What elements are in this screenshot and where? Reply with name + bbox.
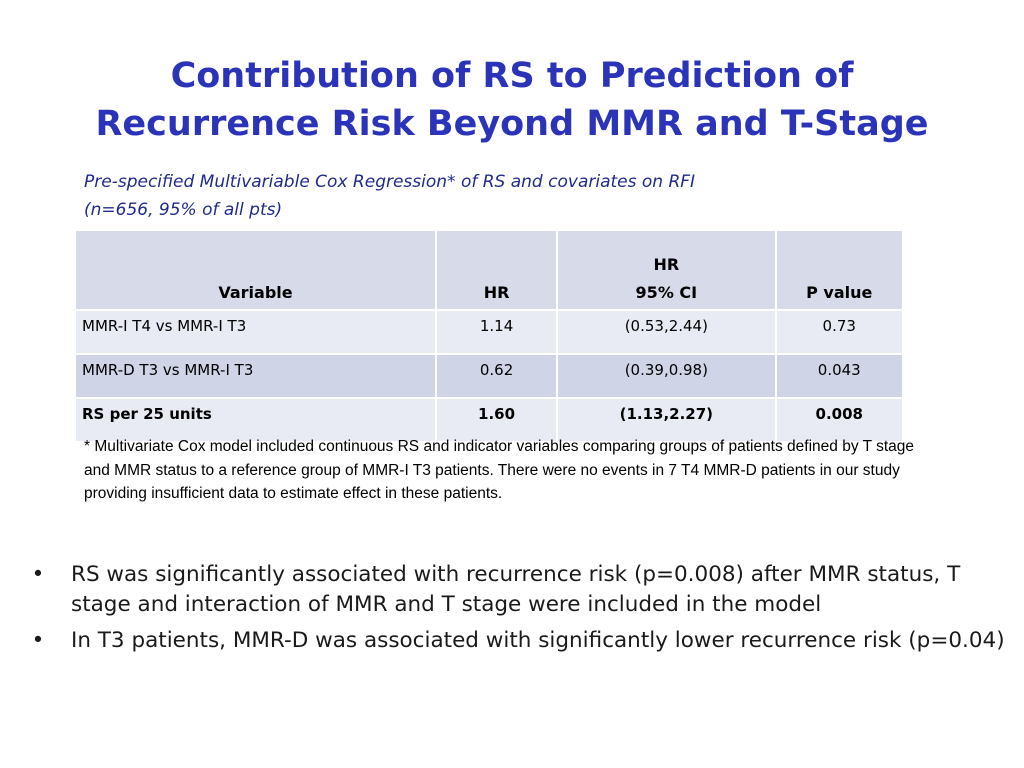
cell-hr: 1.60 [434,397,559,443]
list-item: • In T3 patients, MMR-D was associated w… [28,626,1008,656]
header-ci-line-2: 95% CI [635,283,698,302]
cell-ci: (0.39,0.98) [556,353,777,399]
header-variable: Variable [74,229,437,311]
cell-variable: RS per 25 units [74,397,437,443]
slide-title-line-2: Recurrence Risk Beyond MMR and T-Stage [95,104,929,144]
cell-p-value: 0.008 [774,397,905,443]
bullet-marker: • [31,562,45,587]
cox-regression-table: Variable HR HR 95% CI P value MMR-I T4 v… [74,229,905,443]
header-p-value: P value [774,229,905,311]
list-item-text: In T3 patients, MMR-D was associated wit… [71,628,1005,653]
list-item: • RS was significantly associated with r… [28,560,1008,620]
list-item-text: RS was significantly associated with rec… [71,562,961,617]
cell-hr: 0.62 [434,353,559,399]
bullet-marker: • [31,628,45,653]
cell-hr: 1.14 [434,309,559,355]
cell-ci: (1.13,2.27) [556,397,777,443]
table-caption-line-1: Pre-specified Multivariable Cox Regressi… [84,172,696,192]
cell-p-value: 0.043 [774,353,905,399]
table-row: MMR-D T3 vs MMR-I T3 0.62 (0.39,0.98) 0.… [74,353,905,399]
header-ci: HR 95% CI [556,229,777,311]
cell-variable: MMR-D T3 vs MMR-I T3 [74,353,437,399]
table-caption-line-2: (n=656, 95% of all pts) [84,200,283,220]
key-findings-list: • RS was significantly associated with r… [28,560,1008,662]
header-hr: HR [434,229,559,311]
slide-title-line-1: Contribution of RS to Prediction of [170,56,854,96]
cell-p-value: 0.73 [774,309,905,355]
table-row: MMR-I T4 vs MMR-I T3 1.14 (0.53,2.44) 0.… [74,309,905,355]
header-ci-line-1: HR [653,255,680,274]
table-row: RS per 25 units 1.60 (1.13,2.27) 0.008 [74,397,905,443]
table-footnote: * Multivariate Cox model included contin… [84,438,915,502]
table-caption: Pre-specified Multivariable Cox Regressi… [84,168,884,224]
table-header-row: Variable HR HR 95% CI P value [74,229,905,311]
cell-ci: (0.53,2.44) [556,309,777,355]
slide-title: Contribution of RS to Prediction of Recu… [0,52,1024,148]
cell-variable: MMR-I T4 vs MMR-I T3 [74,309,437,355]
